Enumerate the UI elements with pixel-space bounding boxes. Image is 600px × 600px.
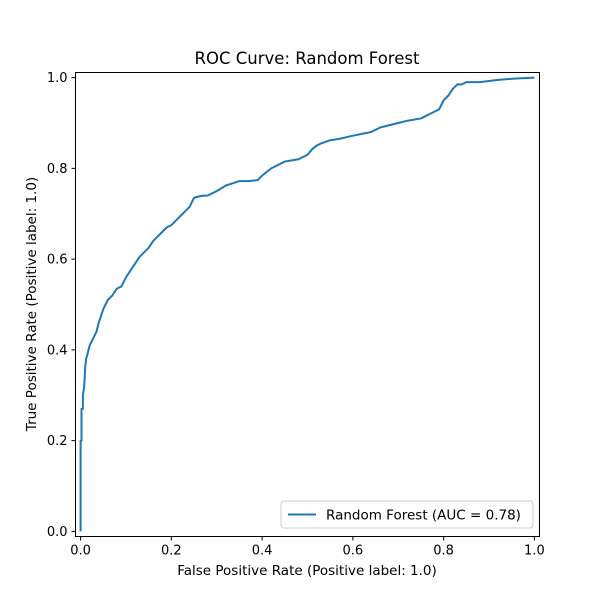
legend-label-random-forest: Random Forest (AUC = 0.78) bbox=[326, 508, 521, 524]
x-tick-label: 0.4 bbox=[252, 544, 273, 559]
y-tick-label: 1.0 bbox=[47, 71, 68, 86]
series-layer bbox=[79, 76, 535, 532]
plot-frame bbox=[75, 72, 540, 537]
chart-title: ROC Curve: Random Forest bbox=[195, 49, 420, 68]
y-tick-label: 0.8 bbox=[47, 162, 68, 177]
y-tick-label: 0.4 bbox=[47, 343, 68, 358]
x-tick-label: 0.8 bbox=[433, 544, 454, 559]
x-axis-label: False Positive Rate (Positive label: 1.0… bbox=[177, 563, 437, 579]
y-axis-label: True Positive Rate (Positive label: 1.0) bbox=[24, 177, 40, 432]
x-tick-label: 0.6 bbox=[343, 544, 364, 559]
legend: Random Forest (AUC = 0.78) bbox=[280, 500, 534, 529]
legend-box bbox=[280, 500, 534, 529]
y-tick-label: 0.2 bbox=[47, 434, 68, 449]
x-tick-label: 1.0 bbox=[524, 544, 545, 559]
x-axis-ticks: 0.0 0.2 0.4 0.6 0.8 1.0 bbox=[70, 536, 545, 559]
x-tick-label: 0.2 bbox=[161, 544, 182, 559]
y-tick-label: 0.6 bbox=[47, 253, 68, 268]
x-tick-label: 0.0 bbox=[70, 544, 91, 559]
y-tick-label: 0.0 bbox=[47, 525, 68, 540]
roc-curve-line bbox=[79, 76, 535, 532]
y-axis-ticks: 0.0 0.2 0.4 0.6 0.8 1.0 bbox=[47, 71, 76, 540]
